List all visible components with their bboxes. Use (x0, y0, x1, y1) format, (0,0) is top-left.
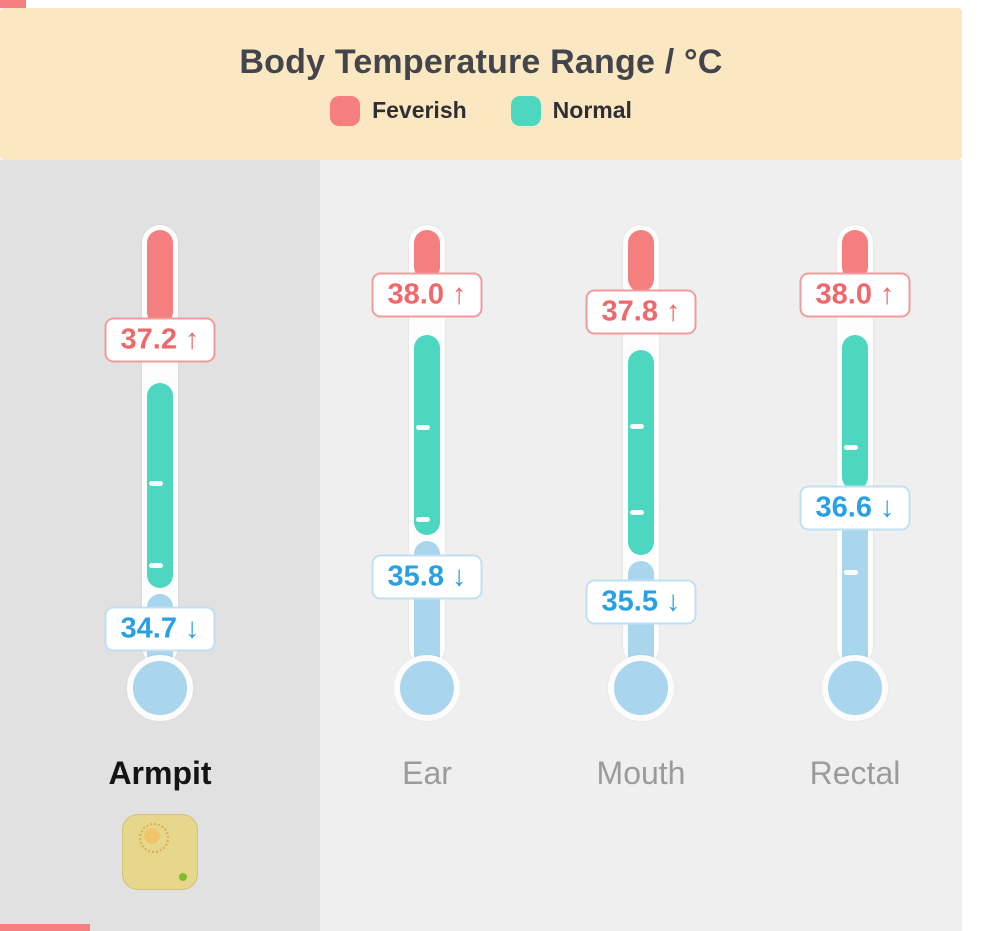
device-led-icon (179, 873, 187, 881)
thermometer-bulb (127, 655, 193, 721)
tick-mark (844, 445, 858, 451)
panel-armpit-selected: 37.2 ↑ 34.7 ↓ Armpit (0, 160, 320, 931)
feverish-swatch-icon (330, 95, 361, 126)
tick-mark (844, 570, 858, 575)
feverish-segment (628, 230, 654, 292)
legend-label: Feverish (372, 97, 467, 123)
tick-mark (149, 481, 163, 487)
site-label-ear[interactable]: Ear (402, 755, 452, 791)
tick-mark (630, 423, 644, 429)
site-column-mouth[interactable]: 37.8 ↑ 35.5 ↓ Mouth (548, 225, 734, 792)
high-badge: 37.2 ↑ (104, 317, 216, 363)
panels: 37.2 ↑ 34.7 ↓ Armpit (0, 160, 962, 931)
normal-segment (414, 335, 440, 535)
feverish-segment (147, 230, 173, 325)
high-badge: 37.8 ↑ (585, 289, 697, 335)
feverish-segment (842, 230, 868, 280)
device-sensor-icon (144, 828, 160, 844)
site-label-rectal[interactable]: Rectal (809, 755, 901, 791)
legend: Feverish Normal (330, 95, 632, 126)
thermometer-bulb (608, 655, 674, 721)
thermometer-armpit: 37.2 ↑ 34.7 ↓ (67, 225, 253, 721)
thermometer-mouth: 37.8 ↑ 35.5 ↓ (548, 225, 734, 721)
thermometer-rectal: 38.0 ↑ 36.6 ↓ (762, 225, 948, 721)
chart-title: Body Temperature Range / °C (239, 42, 723, 81)
partial-red-accent-bottom (0, 924, 90, 931)
site-column-rectal[interactable]: 38.0 ↑ 36.6 ↓ Rectal (762, 225, 948, 792)
low-badge: 35.5 ↓ (585, 579, 697, 625)
site-column-armpit[interactable]: 37.2 ↑ 34.7 ↓ Armpit (67, 225, 253, 890)
site-column-ear[interactable]: 38.0 ↑ 35.8 ↓ Ear (334, 225, 520, 792)
high-badge: 38.0 ↑ (371, 272, 483, 318)
site-label-armpit[interactable]: Armpit (108, 755, 212, 791)
tick-mark (149, 563, 163, 569)
device-sensor-ring-icon (139, 823, 169, 853)
legend-item-feverish: Feverish (330, 95, 467, 126)
thermometer-bulb (822, 655, 888, 721)
normal-segment (628, 350, 654, 555)
tick-mark (416, 517, 430, 522)
high-badge: 38.0 ↑ (799, 272, 911, 318)
tick-mark (416, 425, 430, 430)
thermometer-tube (142, 225, 178, 665)
partial-red-accent-top (0, 0, 26, 8)
site-label-mouth[interactable]: Mouth (596, 755, 686, 791)
tick-mark (630, 509, 644, 515)
thermometer-ear: 38.0 ↑ 35.8 ↓ (334, 225, 520, 721)
panel-other-sites: 38.0 ↑ 35.8 ↓ Ear (320, 160, 962, 931)
chart-header: Body Temperature Range / °C Feverish Nor… (0, 8, 962, 160)
thermometer-bulb (394, 655, 460, 721)
low-badge: 34.7 ↓ (104, 606, 216, 652)
normal-segment (842, 335, 868, 490)
low-badge: 36.6 ↓ (799, 485, 911, 531)
thermometer-device-icon (122, 814, 198, 890)
legend-label: Normal (552, 97, 632, 123)
normal-swatch-icon (510, 95, 541, 126)
low-badge: 35.8 ↓ (371, 554, 483, 600)
content: Body Temperature Range / °C Feverish Nor… (0, 8, 962, 931)
legend-item-normal: Normal (510, 95, 632, 126)
normal-segment (147, 383, 173, 588)
feverish-segment (414, 230, 440, 280)
